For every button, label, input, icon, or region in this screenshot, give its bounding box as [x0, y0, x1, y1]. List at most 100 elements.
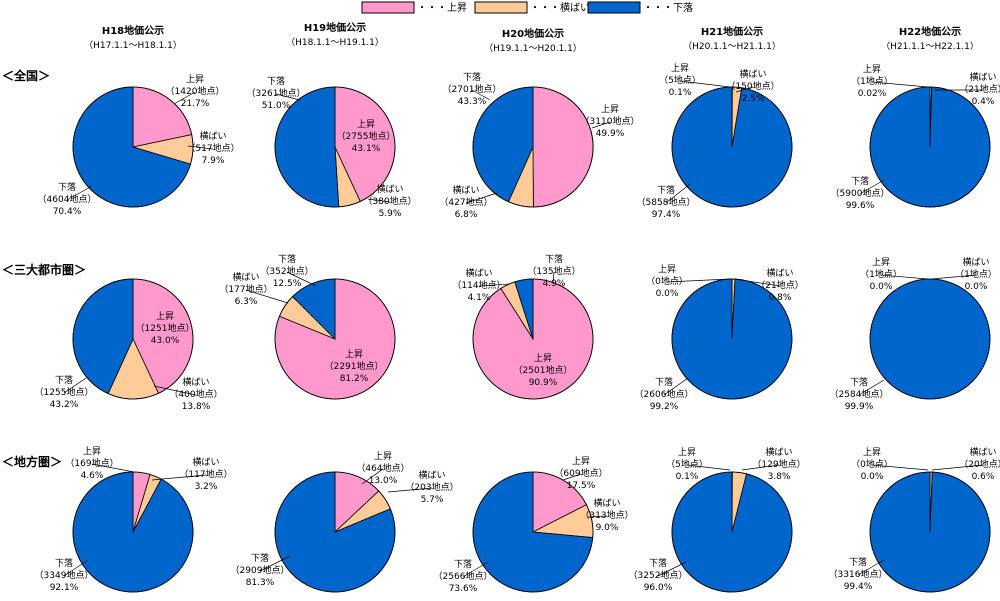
slice-percent-label: 0.4% [972, 97, 995, 107]
slice-label-up: 上昇（169地点） 4.6% [65, 446, 135, 481]
slice-category-label: 横ばい [182, 376, 209, 388]
slice-percent-label: 99.6% [846, 201, 875, 211]
slice-count-label: （1255地点） [35, 386, 94, 398]
leader-line [880, 274, 929, 280]
leader-line [173, 91, 196, 105]
slice-category-label: 横ばい [765, 446, 792, 458]
slice-label-flat: 横ばい（117地点） 3.2% [151, 456, 233, 492]
slice-count-label: （464地点） [356, 462, 409, 474]
slice-percent-label: 49.9% [596, 129, 625, 139]
slice-label-down: 下落（135地点） 4.9% [527, 253, 580, 289]
slice-percent-label: 3.8% [768, 472, 791, 482]
pie-chart: 上昇（1地点）0.0%横ばい（1地点）0.0%下落（2584地点）99.9% [830, 256, 997, 412]
slice-label-up: 上昇（0地点） 0.0% [646, 264, 731, 299]
slice-category-label: 下落 [657, 184, 675, 196]
column-period: （H21.1.1〜H22.1.1） [881, 41, 979, 52]
slice-category-label: 下落 [850, 376, 868, 388]
slice-category-label: 下落 [278, 253, 296, 265]
slice-percent-label: 43.3% [458, 97, 487, 107]
leader-line [286, 271, 317, 287]
slice-label-up: 上昇（609地点） 17.5% [554, 456, 607, 491]
slice-count-label: （3261地点） [247, 87, 306, 99]
column-period: （H18.1.1〜H19.1.1） [286, 37, 384, 48]
slice-label-up: 上昇（464地点） 13.0% [356, 451, 409, 486]
leader-line [591, 121, 611, 129]
column-headers: H18地価公示 （H17.1.1〜H18.1.1） H19地価公示 （H18.1… [84, 21, 979, 54]
slice-category-label: 横ばい [452, 184, 479, 196]
pie-outline [869, 471, 991, 593]
slice-percent-label: 12.5% [273, 279, 302, 289]
pie-outline [274, 86, 396, 208]
leader-line [562, 473, 582, 481]
column-title: H19地価公示 [304, 21, 366, 34]
slice-percent-label: 2.5% [742, 94, 765, 104]
slice-count-label: （2909地点） [231, 564, 290, 576]
leader-line [63, 377, 87, 394]
slice-percent-label: 0.0% [870, 282, 893, 292]
pie-outline [472, 471, 594, 593]
slice-count-label: （5858地点） [637, 196, 696, 208]
slice-label-up: 上昇（2291地点） 81.2% [325, 349, 384, 384]
slice-percent-label: 99.4% [844, 582, 873, 592]
slice-count-label: （517地点） [186, 142, 239, 154]
slice-count-label: （117地点） [179, 468, 232, 480]
slice-category-label: 上昇 [601, 104, 619, 115]
slice-label-up: 上昇（3110地点） 49.9% [581, 104, 640, 139]
pie-chart: 上昇（169地点） 4.6% 横ばい（117地点） 3.2% 下落（3349地点） 92.… [35, 446, 233, 593]
leader-line [465, 192, 498, 204]
leader-line [552, 271, 555, 284]
slice-label-up: 上昇（0地点） 0.0% [851, 447, 929, 482]
slice-category-label: 横ばい [199, 130, 226, 142]
column-period: （H17.1.1〜H18.1.1） [84, 40, 182, 51]
slice-label-up: 上昇（2755地点） 43.1% [337, 119, 396, 154]
slice-label-flat: 横ばい（177地点） 6.3% [219, 271, 289, 307]
pie-chart: 上昇（5地点） 0.1% 横ばい（129地点） 3.8% 下落（3252地点） 96.0% [629, 446, 806, 593]
slice-category-label: 上昇 [863, 64, 881, 75]
slice-percent-label: 7.9% [202, 156, 225, 166]
row-title: ＜全国＞ [2, 68, 50, 83]
slice-percent-label: 0.0% [861, 472, 884, 482]
slice-category-label: 下落 [55, 374, 73, 386]
leader-line [931, 464, 984, 471]
slice-category-label: 横ばい [739, 68, 766, 80]
pie-slice-down [671, 86, 793, 208]
slice-percent-label: 4.9% [543, 279, 566, 289]
slice-count-label: （21地点） [959, 83, 1000, 95]
pie-chart: 上昇（2755地点） 43.1% 横ばい（380地点） 5.9% 下落（3261地点） 5… [247, 75, 417, 219]
slice-label-down: 下落（3261地点） 51.0% [247, 75, 306, 111]
pie-chart: 上昇（0地点） 0.0% 横ばい（21地点） 0.8% 下落（2606地点） 99.2% [635, 264, 804, 412]
slice-count-label: （3110地点） [581, 115, 640, 127]
row-title: ＜三大都市圏＞ [2, 262, 86, 277]
slice-label-flat: 横ばい（114地点） 4.1% [452, 267, 511, 303]
leader-line [679, 80, 731, 88]
slice-count-label: （5900地点） [831, 187, 890, 199]
slice-count-label: （135地点） [527, 265, 580, 277]
slice-percent-label: 96.0% [644, 583, 673, 593]
slice-percent-label: 81.2% [340, 374, 369, 384]
slice-label-up: 上昇（1251地点） 43.0% [136, 311, 195, 346]
pie-chart: 上昇（464地点） 13.0% 横ばい（203地点） 5.7% 下落（2909地点） 81… [231, 451, 459, 593]
pie-slice-down [869, 471, 991, 593]
slice-label-flat: 横ばい（203地点） 5.7% [387, 469, 459, 505]
slice-count-label: （5地点） [666, 458, 708, 470]
slice-count-label: （129地点） [752, 458, 805, 470]
slice-category-label: 横ばい [969, 71, 996, 83]
slice-label-down: 下落（2566地点） 73.6% [434, 558, 493, 594]
slice-label-up: 上昇（1地点） 0.0% [860, 257, 929, 292]
slice-count-label: （2755地点） [337, 130, 396, 142]
slice-percent-label: 0.1% [676, 472, 699, 482]
slice-count-label: （2701地点） [443, 83, 502, 95]
leader-line [871, 464, 929, 471]
leader-line [857, 559, 885, 576]
slice-percent-label: 97.4% [652, 210, 681, 220]
slice-count-label: （2501地点） [514, 364, 573, 376]
pie-outline [869, 86, 991, 208]
slice-category-label: 下落 [851, 175, 869, 187]
slice-category-label: 横ばい [232, 271, 259, 283]
slice-label-flat: 横ばい（1地点） 0.0% [931, 256, 997, 292]
slice-label-down: 下落（4604地点） 70.4% [38, 181, 97, 217]
slice-count-label: （313地点） [580, 509, 633, 521]
pie-chart: 上昇（1地点） 0.02% 横ばい（21地点） 0.4% 下落（5900地点） 99.6% [831, 64, 1000, 211]
slice-category-label: 上昇 [83, 446, 101, 457]
pie-chart: 上昇（3110地点） 49.9% 横ばい（427地点） 6.8% 下落（2701地点） 4… [439, 71, 639, 220]
